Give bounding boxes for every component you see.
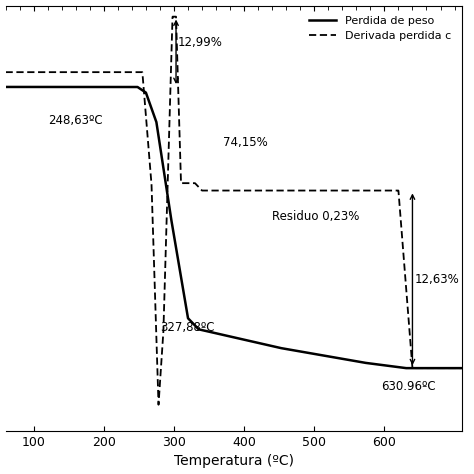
Text: 12,63%: 12,63% [415,273,459,286]
Text: 630.96ºC: 630.96ºC [381,380,436,393]
Text: 248,63ºC: 248,63ºC [48,114,102,127]
Text: Residuo 0,23%: Residuo 0,23% [272,210,359,223]
X-axis label: Temperatura (ºC): Temperatura (ºC) [173,455,293,468]
Text: 12,99%: 12,99% [178,36,223,49]
Legend: Perdida de peso, Derivada perdida c: Perdida de peso, Derivada perdida c [304,11,456,46]
Text: 327,88ºC: 327,88ºC [160,321,214,334]
Text: 74,15%: 74,15% [223,136,268,149]
